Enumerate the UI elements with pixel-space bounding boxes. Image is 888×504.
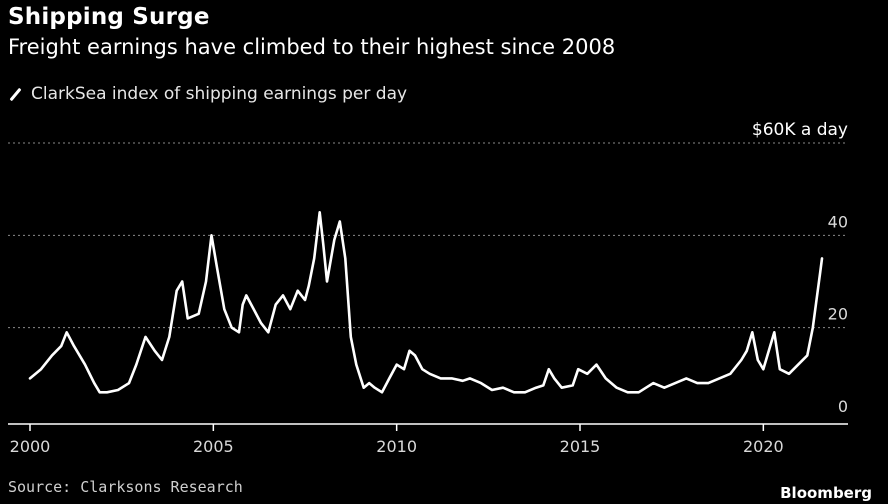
x-tick-label: 2000	[10, 437, 51, 456]
legend-label: ClarkSea index of shipping earnings per …	[31, 84, 408, 104]
legend: ClarkSea index of shipping earnings per …	[8, 84, 407, 104]
y-tick-label: 20	[828, 305, 848, 324]
y-tick-label: 40	[828, 212, 848, 231]
x-tick-label: 2020	[743, 437, 784, 456]
series-line-clarksea-index	[28, 211, 824, 394]
x-tick-label: 2015	[560, 437, 601, 456]
x-tick-label: 2010	[376, 437, 417, 456]
chart-title: Shipping Surge	[8, 4, 210, 30]
source-note: Source: Clarksons Research	[8, 478, 243, 496]
y-tick-label: 0	[838, 397, 848, 416]
bloomberg-logo: Bloomberg	[780, 484, 872, 502]
y-tick-label: $60K a day	[752, 120, 848, 140]
chart-subtitle: Freight earnings have climbed to their h…	[8, 35, 616, 59]
x-tick-label: 2005	[193, 437, 234, 456]
